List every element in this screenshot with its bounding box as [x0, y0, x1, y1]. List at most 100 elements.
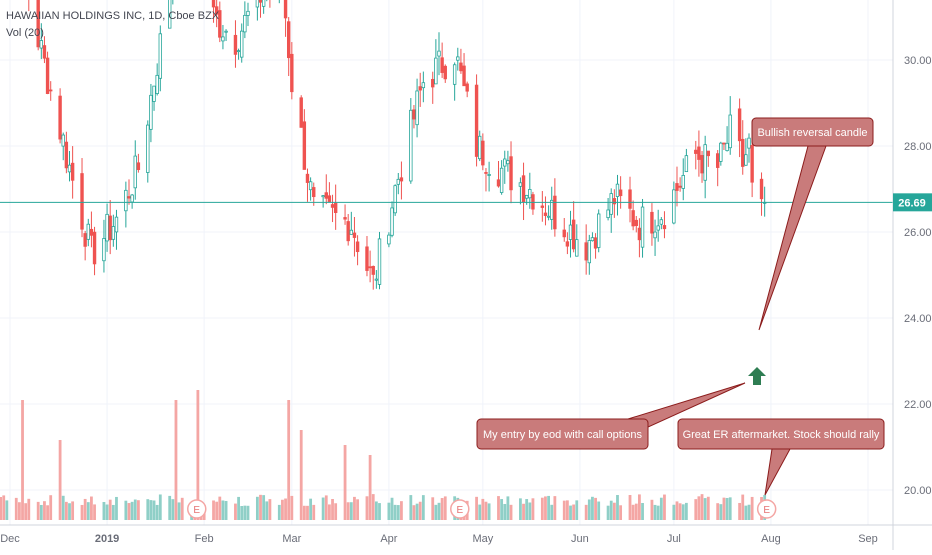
candle-body [675, 183, 679, 191]
volume-bar [641, 503, 644, 520]
volume-bar [365, 496, 369, 520]
candle-body [67, 164, 72, 173]
volume-bar [171, 499, 175, 520]
volume-bar [86, 502, 90, 520]
volume-bar [290, 495, 294, 520]
earnings-marker[interactable] [187, 499, 207, 519]
volume-bar [215, 501, 219, 520]
volume-bar [93, 504, 96, 520]
volume-bar [378, 503, 381, 520]
candle-body [509, 156, 513, 191]
candle-body [352, 232, 357, 238]
candle-body [333, 202, 338, 213]
volume-bar [43, 501, 46, 520]
earnings-marker[interactable] [450, 499, 470, 519]
candle-body [656, 225, 660, 231]
volume-bar [421, 495, 425, 520]
candle-body [484, 172, 488, 174]
earnings-marker[interactable] [756, 499, 777, 519]
volume-bar [255, 496, 259, 520]
volume-bar [544, 496, 547, 520]
volume-bar [58, 440, 62, 520]
candle-body [612, 198, 617, 205]
volume-bar [650, 499, 654, 520]
callout-box[interactable] [677, 418, 885, 450]
callout-text: Bullish reversal candle [757, 127, 867, 139]
volume-bar [124, 500, 128, 520]
candle-body [672, 189, 676, 224]
annotations[interactable]: Bullish reversal candle My entry by eod w… [476, 117, 885, 496]
volume-bar [14, 497, 18, 520]
callout-box[interactable] [476, 418, 649, 450]
candle-body [499, 167, 504, 193]
volume-bar [102, 501, 106, 520]
candle-body [637, 227, 642, 241]
candle-body [662, 225, 667, 230]
volume-bar [24, 503, 28, 520]
volume-bar [487, 503, 491, 520]
volume-bar [158, 494, 162, 520]
volume-bar [168, 495, 172, 520]
candle-body [597, 213, 601, 248]
volume-bar [400, 501, 403, 520]
volume-bar [212, 500, 215, 520]
volume-bar [738, 502, 742, 520]
candle-body [214, 6, 219, 15]
candle-body [553, 195, 557, 230]
candle-body [615, 183, 620, 197]
candle-body [593, 237, 598, 249]
candle-body [233, 34, 238, 55]
candle-body [684, 155, 689, 173]
volume-bar [684, 502, 688, 520]
volume-indicator-label: Vol (20) [6, 27, 44, 39]
candle-body [114, 216, 119, 233]
volume-bar [700, 494, 704, 520]
candle-body [346, 221, 350, 242]
y-tick-label: 24.00 [904, 313, 932, 325]
candle-body [747, 137, 751, 149]
candle-body [290, 53, 294, 93]
volume-bar [68, 503, 71, 520]
volume-bar [343, 445, 347, 520]
volume-bar [619, 505, 623, 520]
volume-bar [631, 504, 635, 520]
volume-bar [609, 500, 613, 520]
candle-body [521, 175, 526, 203]
volume-bar [744, 505, 748, 520]
candle-body [584, 242, 588, 261]
volume-bar [431, 497, 435, 520]
callout-pointer [764, 448, 791, 496]
candle-body [365, 246, 369, 271]
candle-body [243, 14, 247, 33]
volume-bar [481, 498, 485, 520]
callout-box[interactable] [751, 117, 874, 147]
candle-body [45, 57, 50, 94]
volume-bar [334, 503, 338, 520]
volume-bar [703, 498, 707, 520]
y-tick-label: 22.00 [904, 399, 932, 411]
candle-body [302, 121, 307, 170]
candle-body [440, 57, 444, 73]
candle-body [640, 206, 645, 248]
x-tick-label: Sep [858, 533, 878, 545]
candle-body [83, 233, 87, 247]
candle-body [750, 145, 754, 183]
volume-bar [353, 496, 356, 520]
candle-body [456, 56, 460, 61]
volume-bar [634, 503, 638, 520]
volume-bar [284, 498, 287, 520]
volume-bar [387, 502, 391, 520]
volume-bar [396, 505, 400, 520]
volume-bar [540, 497, 544, 520]
candle-body [528, 189, 532, 199]
y-tick-label: 28.00 [904, 141, 932, 153]
earnings-marker-label: E [763, 505, 770, 516]
volume-bar [105, 504, 109, 520]
candle-body [725, 142, 729, 152]
candle-body [628, 189, 632, 209]
candle-body [452, 64, 457, 85]
